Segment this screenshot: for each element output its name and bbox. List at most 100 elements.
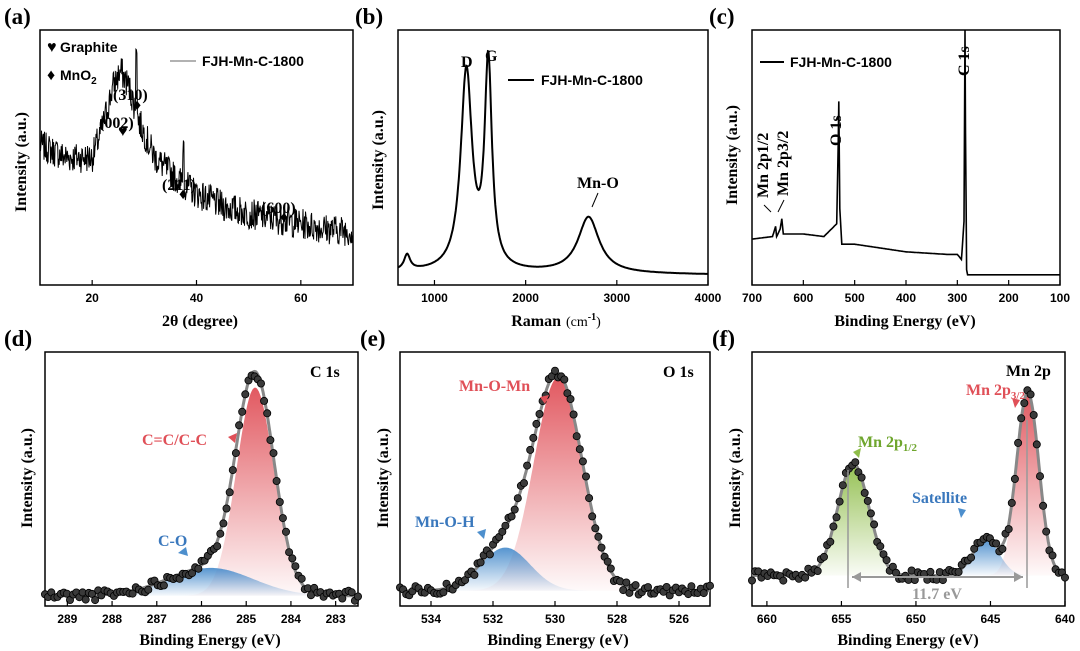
mn2p12-pointer-icon — [853, 448, 861, 458]
raw-data-point — [870, 520, 879, 529]
raw-data-point — [272, 476, 281, 485]
panel-b-label: (b) — [355, 4, 383, 29]
x-tick-label: 287 — [147, 612, 167, 626]
raw-data-point — [222, 504, 231, 513]
panel-d: 289 288 287 286 285 284 283 (d) Intensity (a.u… — [4, 326, 362, 649]
x-tick-label: 530 — [545, 612, 565, 626]
raw-data-point — [278, 514, 287, 523]
x-tick-label: 655 — [831, 612, 851, 626]
x-tick-label: 650 — [906, 612, 926, 626]
panel-a: 20 40 60 (a) Intensity (a.u.) 2θ (degree) … — [4, 4, 354, 330]
peak-label-600: (600) — [261, 200, 296, 217]
panel-d-xlabel: Binding Energy (eV) — [139, 632, 280, 649]
x-tick-label: 100 — [1050, 291, 1070, 305]
splitting-label: 11.7 eV — [912, 586, 962, 603]
raw-data-point — [954, 568, 963, 577]
raw-data-point — [1029, 410, 1038, 419]
panel-d-raw-points — [41, 371, 362, 605]
x-tick-label: 500 — [845, 291, 865, 305]
panel-e-ylabel: Intensity (a.u.) — [375, 428, 392, 528]
peak-211-marker-icon: ♦ — [179, 186, 187, 203]
raw-data-point — [241, 390, 250, 399]
raw-data-point — [231, 449, 240, 458]
raw-data-point — [560, 375, 569, 384]
mn2p32-pointer-icon — [1012, 398, 1020, 408]
raw-data-point — [835, 497, 844, 506]
x-tick-label: 600 — [793, 291, 813, 305]
raw-data-point — [866, 509, 875, 518]
raw-data-point — [91, 596, 100, 605]
panel-c: 700 600 500 400 300 200 100 (c) Intensity (a.u… — [709, 4, 1070, 330]
raw-data-point — [644, 583, 653, 592]
panel-a-ticks: 20 40 60 — [85, 280, 308, 305]
raw-data-point — [631, 581, 640, 590]
raw-data-point — [297, 574, 306, 583]
panel-f: 660 655 650 645 640 (f) Intensity (a.u.) Bin… — [712, 326, 1075, 649]
raw-data-point — [591, 524, 600, 533]
raw-data-point — [256, 379, 265, 388]
x-tick-label: 1000 — [421, 291, 448, 305]
raw-data-point — [851, 458, 860, 467]
raw-data-point — [291, 562, 300, 571]
raw-data-point — [266, 436, 275, 445]
raw-data-point — [820, 552, 829, 561]
peak-label-211: (211) — [162, 177, 196, 194]
panel-f-label: (f) — [712, 326, 735, 351]
x-tick-label: 289 — [57, 612, 77, 626]
raw-data-point — [585, 494, 594, 503]
panel-b-ylabel: Intensity (a.u.) — [370, 110, 387, 210]
raw-data-point — [235, 421, 244, 430]
raw-data-point — [882, 556, 891, 565]
raw-data-point — [594, 532, 603, 541]
raman-g-label: G — [485, 48, 498, 65]
panel-d-label: (d) — [4, 326, 32, 351]
panel-a-ylabel: Intensity (a.u.) — [13, 112, 30, 212]
peak-label-310: (310) — [113, 87, 148, 104]
raw-data-point — [857, 473, 866, 482]
raw-data-point — [967, 553, 976, 562]
raw-data-point — [526, 445, 535, 454]
component-label-co: C-O — [158, 533, 187, 550]
raw-data-point — [992, 539, 1001, 548]
panel-f-ylabel: Intensity (a.u.) — [727, 428, 744, 528]
x-tick-label: 60 — [294, 291, 308, 305]
panel-e-components — [400, 377, 710, 591]
raman-mno-label: Mn-O — [577, 175, 619, 192]
raw-data-point — [551, 366, 560, 375]
xps-mn2p12-label: Mn 2p1/2 — [755, 133, 772, 198]
panel-e-label: (e) — [360, 326, 386, 351]
component-label-satellite: Satellite — [912, 490, 967, 507]
x-tick-label: 20 — [85, 291, 99, 305]
raw-data-point — [566, 394, 575, 403]
raw-data-point — [269, 449, 278, 458]
raw-data-point — [225, 488, 234, 497]
panel-e-title: O 1s — [663, 364, 694, 381]
raw-data-point — [926, 567, 935, 576]
raw-data-point — [863, 496, 872, 505]
panel-a-legend-text: FJH-Mn-C-1800 — [202, 53, 304, 69]
panel-d-ylabel: Intensity (a.u.) — [19, 428, 36, 528]
panel-f-xlabel: Binding Energy (eV) — [837, 632, 978, 649]
raw-data-point — [1039, 501, 1048, 510]
panel-e-raw-points — [395, 366, 715, 600]
x-tick-label: 300 — [947, 291, 967, 305]
x-tick-label: 3000 — [603, 291, 630, 305]
raw-data-point — [1061, 573, 1070, 582]
panel-c-label: (c) — [709, 4, 735, 29]
raw-data-point — [603, 557, 612, 566]
x-tick-label: 526 — [669, 612, 689, 626]
component-peak-area — [752, 540, 1065, 576]
raw-data-point — [876, 542, 885, 551]
raw-data-point — [699, 589, 708, 598]
raw-data-point — [513, 494, 522, 503]
panel-f-frame — [751, 351, 1066, 607]
component-peak-area — [400, 377, 710, 591]
x-tick-label: 286 — [191, 612, 211, 626]
panel-b: 1000 2000 3000 4000 (b) Intensity (a.u.) Ra… — [355, 4, 722, 330]
xps-c1s-label: C 1s — [956, 46, 973, 76]
panel-f-ticks: 660 655 650 645 640 — [757, 601, 1075, 626]
raw-data-point — [285, 548, 294, 557]
raw-data-point — [706, 581, 715, 590]
panel-c-ticks: 700 600 500 400 300 200 100 — [742, 280, 1070, 305]
raw-data-point — [1020, 399, 1029, 408]
